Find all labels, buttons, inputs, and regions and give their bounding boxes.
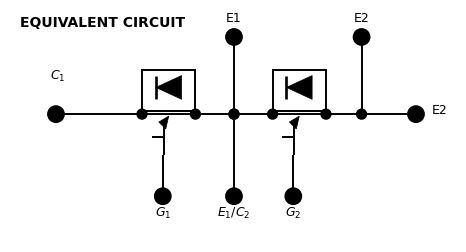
- Polygon shape: [156, 76, 182, 99]
- Circle shape: [226, 29, 242, 45]
- Text: $G_1$: $G_1$: [155, 206, 171, 221]
- Circle shape: [354, 29, 370, 45]
- Circle shape: [229, 109, 239, 119]
- Circle shape: [137, 109, 147, 119]
- Polygon shape: [287, 76, 312, 99]
- Circle shape: [321, 109, 331, 119]
- Polygon shape: [159, 116, 169, 129]
- Text: E2: E2: [354, 12, 370, 25]
- Text: $E_1$/$C_2$: $E_1$/$C_2$: [217, 206, 251, 221]
- Circle shape: [48, 106, 64, 122]
- Circle shape: [408, 106, 424, 122]
- Circle shape: [285, 188, 301, 204]
- Circle shape: [226, 188, 242, 204]
- Text: E2: E2: [432, 104, 447, 117]
- Bar: [273, 70, 326, 111]
- Text: $G_2$: $G_2$: [285, 206, 302, 221]
- Text: EQUIVALENT CIRCUIT: EQUIVALENT CIRCUIT: [21, 16, 185, 30]
- Circle shape: [229, 109, 239, 119]
- Circle shape: [155, 188, 171, 204]
- Circle shape: [267, 109, 278, 119]
- Circle shape: [191, 109, 200, 119]
- Text: E1: E1: [226, 12, 242, 25]
- Bar: [142, 70, 195, 111]
- Polygon shape: [289, 116, 299, 129]
- Circle shape: [356, 109, 367, 119]
- Text: $C_1$: $C_1$: [50, 69, 66, 84]
